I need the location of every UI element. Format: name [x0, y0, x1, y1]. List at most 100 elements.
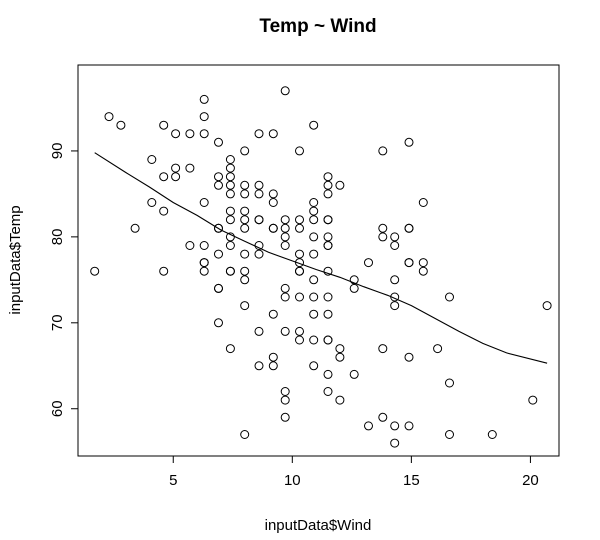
data-point: [404, 352, 414, 362]
data-point: [323, 387, 333, 396]
plot-frame: [77, 64, 560, 457]
data-point: [225, 344, 235, 354]
data-point: [349, 283, 359, 293]
data-point: [378, 223, 388, 233]
data-point: [378, 344, 388, 354]
data-point: [280, 412, 290, 422]
data-point: [280, 395, 290, 405]
data-point: [323, 215, 333, 225]
data-point: [295, 326, 304, 336]
data-point: [390, 241, 400, 250]
data-point: [185, 129, 195, 139]
y-tick-label: 80: [49, 229, 66, 246]
data-point: [254, 129, 264, 139]
data-point: [199, 198, 209, 207]
data-point: [295, 258, 304, 268]
data-point: [214, 172, 223, 182]
data-point: [254, 189, 264, 199]
data-point: [171, 129, 181, 139]
data-point: [378, 146, 388, 156]
axes: 5 10 15 20 60 70 80 90: [49, 143, 539, 489]
data-point: [199, 94, 209, 104]
data-point: [323, 369, 333, 379]
data-point: [309, 335, 319, 345]
data-point: [390, 438, 400, 448]
data-point: [364, 258, 373, 268]
data-point: [199, 266, 209, 276]
data-point: [323, 335, 333, 345]
smooth-line: [94, 152, 548, 364]
data-point: [445, 378, 454, 388]
data-point: [280, 283, 290, 293]
data-point: [240, 249, 250, 259]
data-point: [130, 223, 140, 233]
data-point: [159, 172, 169, 182]
data-point: [240, 146, 250, 156]
data-point: [309, 215, 319, 225]
data-point: [309, 249, 319, 259]
data-point: [240, 430, 250, 439]
data-point: [309, 275, 319, 285]
data-point: [240, 180, 250, 190]
data-point: [225, 232, 235, 242]
data-point: [199, 258, 209, 268]
data-point: [295, 292, 304, 302]
data-point: [309, 361, 319, 371]
data-point: [185, 163, 195, 173]
data-point: [390, 301, 400, 311]
y-tick-label: 70: [49, 314, 66, 331]
data-point: [254, 215, 264, 225]
data-point: [295, 223, 304, 233]
data-point: [199, 241, 209, 250]
x-tick-label: 10: [284, 472, 301, 489]
data-point: [323, 172, 333, 182]
data-point: [214, 137, 223, 147]
data-point: [171, 172, 181, 182]
data-point: [214, 283, 223, 293]
data-point: [418, 258, 428, 268]
data-point: [159, 266, 169, 276]
data-point: [323, 180, 333, 190]
data-point: [390, 292, 400, 302]
data-point: [378, 232, 388, 242]
data-point: [280, 326, 290, 336]
data-point: [240, 206, 250, 216]
data-point: [323, 232, 333, 242]
data-point: [104, 112, 114, 122]
data-point: [268, 223, 278, 233]
data-point: [116, 120, 126, 130]
data-point: [225, 266, 235, 276]
data-point: [364, 421, 373, 431]
data-point: [323, 189, 333, 199]
data-point: [295, 335, 304, 345]
data-point: [445, 292, 454, 302]
data-point: [268, 309, 278, 319]
data-point: [225, 241, 235, 250]
data-point: [254, 249, 264, 259]
data-point: [280, 86, 290, 96]
data-point: [390, 275, 400, 285]
data-point: [90, 266, 100, 276]
data-point: [542, 301, 552, 311]
data-point: [418, 198, 428, 207]
data-point: [199, 112, 209, 122]
data-point: [214, 318, 223, 328]
data-point: [159, 120, 169, 130]
data-point: [240, 301, 250, 311]
data-point: [240, 223, 250, 233]
data-point: [225, 206, 235, 216]
data-point: [280, 292, 290, 302]
data-point: [240, 189, 250, 199]
data-point: [404, 137, 414, 147]
data-point: [159, 206, 169, 216]
data-point: [309, 198, 319, 207]
data-point: [214, 249, 223, 259]
data-point: [225, 163, 235, 173]
data-point: [225, 215, 235, 225]
y-axis-label: inputData$Temp: [7, 205, 24, 314]
data-point: [225, 180, 235, 190]
data-point: [528, 395, 538, 405]
data-point: [404, 421, 414, 431]
data-point: [254, 361, 264, 371]
